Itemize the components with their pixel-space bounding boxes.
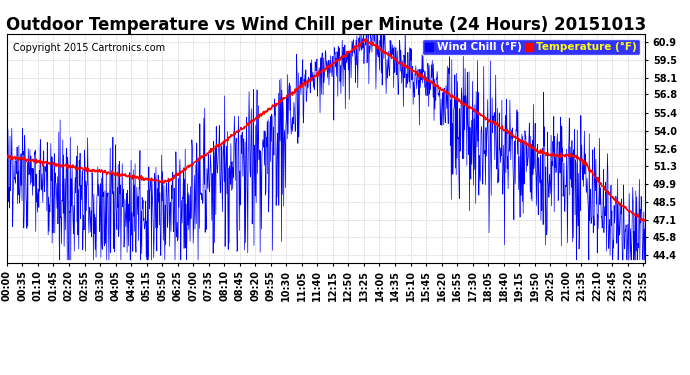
Text: Copyright 2015 Cartronics.com: Copyright 2015 Cartronics.com: [13, 43, 166, 53]
Legend: Wind Chill (°F), Temperature (°F): Wind Chill (°F), Temperature (°F): [422, 39, 640, 55]
Title: Outdoor Temperature vs Wind Chill per Minute (24 Hours) 20151013: Outdoor Temperature vs Wind Chill per Mi…: [6, 16, 646, 34]
